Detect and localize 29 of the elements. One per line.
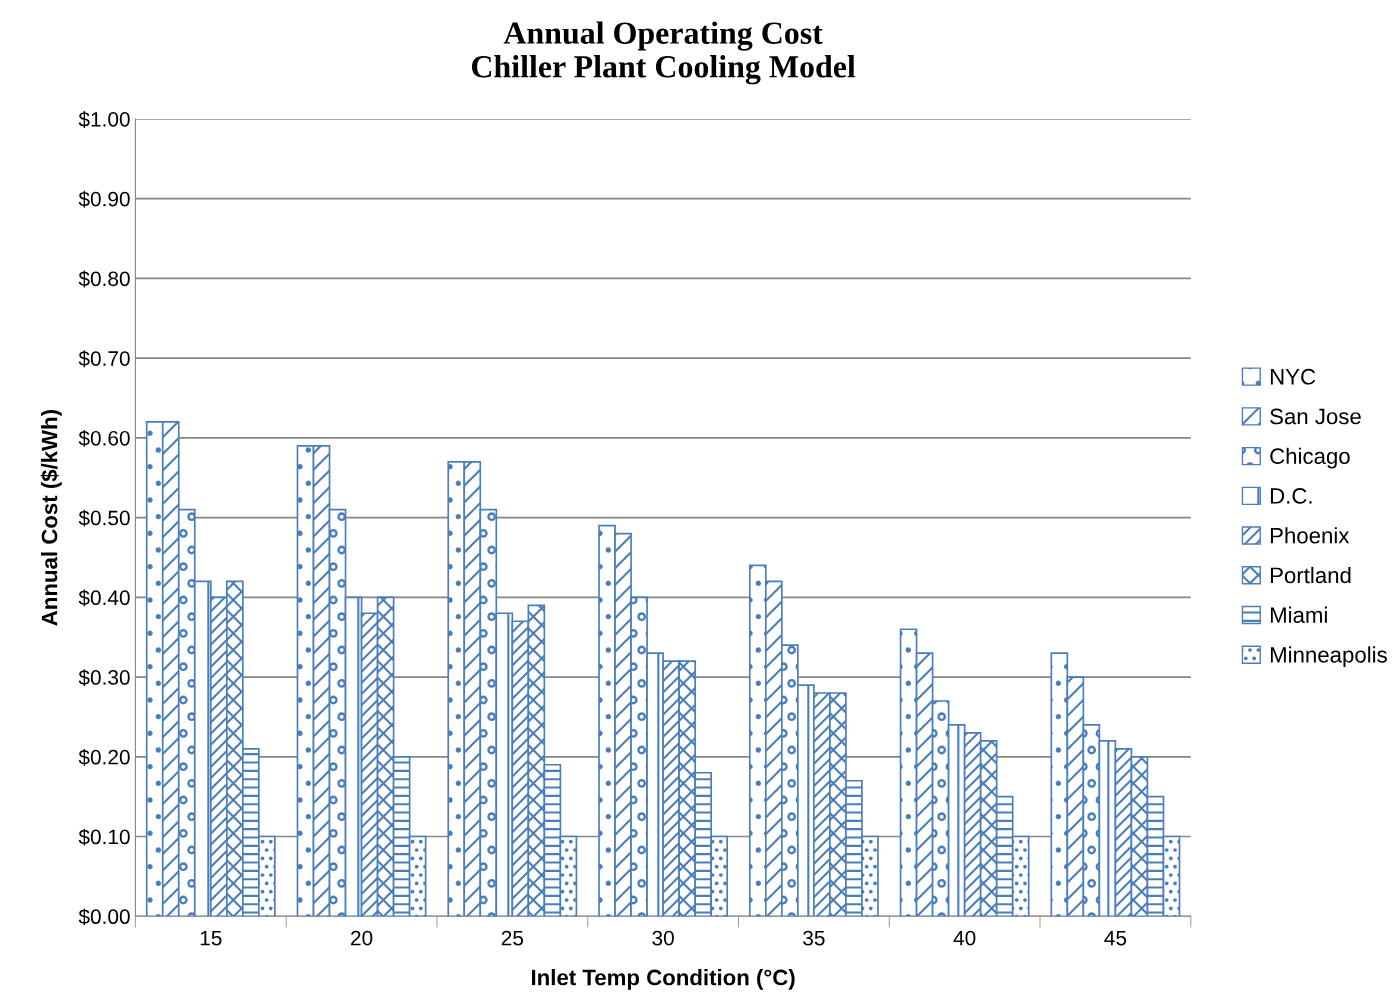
- x-axis-title: Inlet Temp Condition (°C): [531, 969, 795, 990]
- x-tick-label: 15: [200, 930, 222, 946]
- x-tick-label: 20: [351, 930, 373, 946]
- y-tick-label: $0.10: [78, 828, 130, 846]
- y-tick-label: $0.40: [78, 589, 130, 607]
- x-tick-label: 25: [501, 930, 524, 946]
- legend-label: NYC: [1270, 368, 1316, 385]
- legend-label: D.C.: [1270, 488, 1312, 504]
- legend-label: Portland: [1270, 566, 1351, 584]
- legend-label: San Jose: [1270, 408, 1361, 425]
- legend-label: Chicago: [1270, 447, 1350, 469]
- y-tick-label: $0.70: [78, 350, 130, 368]
- y-tick-label: $0.20: [78, 748, 130, 766]
- y-tick-label: $0.00: [78, 908, 130, 926]
- y-tick-label: $0.60: [78, 430, 130, 447]
- legend-label: Miami: [1270, 606, 1327, 623]
- x-tick-label: 40: [953, 930, 976, 946]
- legend-label: Phoenix: [1270, 527, 1350, 544]
- y-tick-label: $0.50: [78, 509, 130, 527]
- x-tick-label: 45: [1104, 930, 1127, 946]
- y-tick-label: $0.80: [78, 270, 130, 288]
- y-axis-title: Annual Cost ($/kWh): [40, 410, 62, 626]
- legend-label: Minneapolis: [1270, 646, 1387, 668]
- x-tick-label: 35: [803, 930, 825, 946]
- x-tick-label: 30: [652, 930, 674, 946]
- y-tick-label: $1.00: [78, 111, 130, 128]
- chart-title: Annual Operating Cost Chiller Plant Cooling Model: [471, 21, 856, 85]
- y-tick-label: $0.90: [78, 190, 130, 208]
- y-tick-label: $0.30: [78, 669, 130, 687]
